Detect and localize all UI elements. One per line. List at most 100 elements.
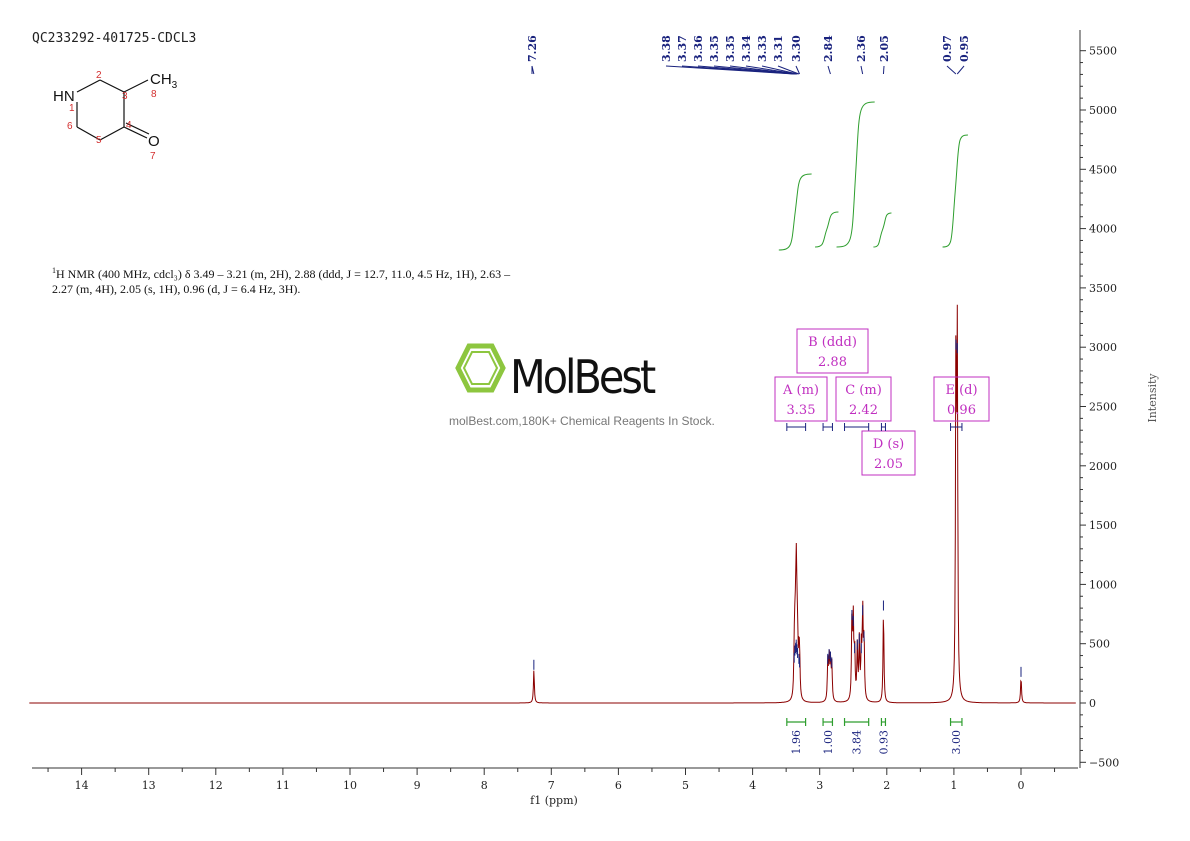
- atom-o: O: [148, 133, 160, 150]
- atom-hn: HN: [53, 88, 75, 105]
- y-tick-label: 5000: [1089, 104, 1117, 117]
- multiplet-annotations: A (m) 3.35 B (ddd) 2.88 C (m) 2.42 D (s) 2.05 E …: [774, 328, 990, 476]
- molecule-structure: [76, 79, 150, 141]
- x-axis-label: f1 (ppm): [530, 794, 578, 807]
- peak-leader: [827, 65, 831, 75]
- atom-number-2: 2: [96, 70, 102, 81]
- integral-value: 1.96: [790, 730, 803, 755]
- peak-label: 0.95: [958, 35, 971, 62]
- description-line-1: H NMR (400 MHz, cdcl₃) δ 3.49 – 3.21 (m,…: [56, 267, 511, 281]
- peak-label: 3.36: [692, 35, 705, 62]
- peak-leader: [761, 65, 798, 75]
- atom-number-7: 7: [150, 151, 156, 162]
- peak-label: 2.84: [822, 35, 835, 62]
- integral-value: 0.93: [877, 730, 890, 755]
- x-tick-label: 8: [481, 779, 488, 792]
- atom-ch3: CH3: [150, 71, 178, 91]
- multiplet-box: [861, 430, 916, 476]
- integral-value: 3.00: [950, 730, 963, 755]
- peak-labels: 7.26 3.38 3.37 3.36 3.35 3.35 3.34 3.33 3.31 3.30…: [526, 35, 971, 75]
- integral-curves: [778, 101, 968, 251]
- x-tick-label: 6: [615, 779, 622, 792]
- x-axis-ticks: 14 13 12 11 10 9 8 7 6 5 4 3 2 1 0: [47, 768, 1056, 792]
- peak-label: 2.36: [855, 35, 868, 62]
- atom-number-1: 1: [69, 103, 75, 114]
- integral-curve: [778, 173, 812, 251]
- multiplet-label: E (d): [945, 383, 977, 398]
- x-tick-label: 3: [816, 779, 823, 792]
- atom-number-5: 5: [96, 135, 102, 146]
- integral-value: 3.84: [851, 730, 864, 755]
- integral-curve: [873, 212, 892, 248]
- y-tick-label: 2500: [1089, 401, 1117, 414]
- peak-label: 3.35: [724, 35, 737, 62]
- y-tick-label: 1500: [1089, 519, 1117, 532]
- atom-ch3-main: CH: [150, 71, 172, 88]
- y-tick-label: 1000: [1089, 578, 1117, 591]
- integral-annotations: 1.96 1.00 3.84 0.93 3.00: [786, 718, 963, 755]
- x-tick-label: 11: [276, 779, 290, 792]
- multiplet-label: D (s): [873, 437, 904, 452]
- y-tick-label: 3500: [1089, 282, 1117, 295]
- integral-curve: [836, 101, 875, 248]
- atom-number-3: 3: [122, 91, 128, 102]
- x-tick-label: 7: [548, 779, 555, 792]
- peak-label: 3.33: [756, 35, 769, 62]
- y-tick-label: 0: [1089, 697, 1096, 710]
- x-tick-label: 12: [209, 779, 223, 792]
- x-tick-label: 2: [883, 779, 890, 792]
- peak-label: 3.30: [790, 35, 803, 62]
- peak-label: 0.97: [941, 35, 954, 62]
- peak-leader: [882, 65, 885, 75]
- x-tick-label: 10: [343, 779, 357, 792]
- spectrum: [29, 304, 1076, 704]
- peak-label: 3.38: [660, 35, 673, 62]
- x-tick-label: 4: [749, 779, 756, 792]
- y-tick-label: 3000: [1089, 341, 1117, 354]
- molbest-logo-icon: [455, 343, 506, 393]
- sample-id: QC233292-401725-CDCL3: [32, 31, 197, 46]
- integral-curve: [815, 211, 839, 248]
- y-tick-label: 500: [1089, 638, 1110, 651]
- multiplet-shift: 3.35: [787, 403, 816, 418]
- peak-label: 7.26: [526, 35, 539, 62]
- x-tick-label: 14: [75, 779, 89, 792]
- y-tick-label: 5500: [1089, 45, 1117, 58]
- watermark-brand: MolBest: [510, 350, 656, 404]
- peak-label: 3.35: [708, 35, 721, 62]
- multiplet-box: [933, 376, 990, 422]
- multiplet-box: [774, 376, 828, 422]
- peak-label: 3.37: [676, 35, 689, 62]
- y-axis-ticks: −500 0 500 1000 1500 2000 2500 3000 3500 4000 4500…: [1080, 45, 1119, 769]
- peak-label: 3.34: [740, 35, 753, 62]
- spectrum-line: [29, 304, 1076, 704]
- atom-number-4: 4: [126, 120, 132, 131]
- description-line-2: 2.27 (m, 4H), 2.05 (s, 1H), 0.96 (d, J =…: [52, 282, 301, 296]
- multiplet-label: A (m): [782, 383, 819, 398]
- nmr-description: 1H NMR (400 MHz, cdcl₃) δ 3.49 – 3.21 (m…: [52, 263, 612, 297]
- multiplet-label: C (m): [845, 383, 882, 398]
- peak-leader: [777, 65, 800, 75]
- multiplet-shift: 2.42: [849, 403, 878, 418]
- atom-number-8: 8: [151, 89, 157, 100]
- atom-number-6: 6: [67, 121, 73, 132]
- integral-curve: [942, 134, 968, 248]
- y-tick-label: 2000: [1089, 460, 1117, 473]
- y-tick-label: 4500: [1089, 163, 1117, 176]
- y-axis-label: Intensity: [1146, 373, 1159, 423]
- peak-label: 3.31: [772, 35, 785, 62]
- peak-leader: [729, 65, 797, 75]
- multiplet-shift: 0.96: [947, 403, 976, 418]
- axes: [32, 30, 1081, 769]
- y-tick-label: −500: [1089, 756, 1119, 769]
- x-tick-label: 13: [142, 779, 156, 792]
- x-tick-label: 9: [414, 779, 421, 792]
- peak-label: 2.05: [878, 35, 891, 62]
- peak-leader: [745, 65, 797, 75]
- atom-ch3-sub: 3: [172, 80, 178, 91]
- y-tick-label: 4000: [1089, 223, 1117, 236]
- multiplet-box: [796, 328, 869, 374]
- watermark-tagline: molBest.com,180K+ Chemical Reagents In S…: [449, 414, 715, 428]
- multiplet-shift: 2.88: [818, 355, 847, 370]
